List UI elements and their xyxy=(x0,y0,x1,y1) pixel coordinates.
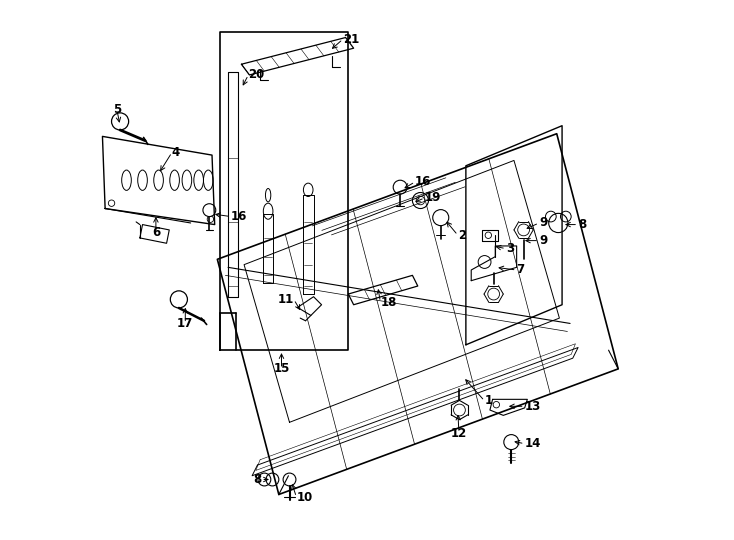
Text: 19: 19 xyxy=(425,191,441,204)
Circle shape xyxy=(393,180,407,194)
Text: 6: 6 xyxy=(152,226,160,239)
Text: 10: 10 xyxy=(297,491,313,504)
Text: 9: 9 xyxy=(539,234,548,247)
Circle shape xyxy=(504,435,519,450)
Text: 11: 11 xyxy=(277,293,294,306)
Text: 16: 16 xyxy=(230,210,247,223)
Text: 18: 18 xyxy=(380,295,397,308)
Text: 13: 13 xyxy=(525,400,541,413)
Text: 20: 20 xyxy=(248,69,264,82)
Text: 5: 5 xyxy=(113,103,121,116)
Text: 8: 8 xyxy=(578,218,586,231)
Text: 7: 7 xyxy=(517,264,525,276)
Text: 21: 21 xyxy=(343,32,359,45)
Text: 1: 1 xyxy=(484,394,493,408)
Text: 16: 16 xyxy=(415,176,432,188)
Text: 2: 2 xyxy=(458,229,466,242)
Text: 15: 15 xyxy=(273,362,290,375)
Circle shape xyxy=(203,204,216,217)
Text: 3: 3 xyxy=(506,242,514,255)
Circle shape xyxy=(416,196,425,205)
Text: 12: 12 xyxy=(451,427,467,440)
Text: 14: 14 xyxy=(525,437,541,450)
Circle shape xyxy=(112,113,128,130)
Text: 17: 17 xyxy=(177,317,194,330)
Text: 4: 4 xyxy=(172,146,180,159)
Circle shape xyxy=(170,291,187,308)
Circle shape xyxy=(433,210,448,226)
Text: 9: 9 xyxy=(539,217,548,230)
Text: 8: 8 xyxy=(253,473,261,486)
Circle shape xyxy=(413,192,429,208)
